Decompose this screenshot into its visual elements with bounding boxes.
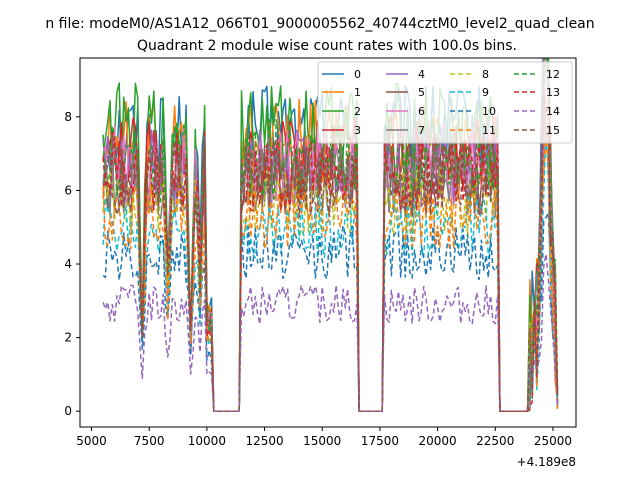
series-line-11	[102, 135, 559, 412]
y-tick-label: 2	[64, 331, 72, 345]
legend-label-2: 2	[354, 105, 361, 118]
x-axis: 5000 7500 10000 12500 15000 17500 20000 22500 25…	[76, 427, 572, 448]
legend-label-14: 14	[546, 105, 560, 118]
x-tick-label: 15000	[303, 434, 341, 448]
series-line-8	[102, 127, 559, 412]
legend-label-9: 9	[482, 86, 489, 99]
chart-title: Quadrant 2 module wise count rates with …	[137, 38, 517, 54]
legend-label-4: 4	[418, 68, 425, 81]
x-tick-label: 5000	[76, 434, 107, 448]
figure-suptitle: n file: modeM0/AS1A12_066T01_9000005562_…	[45, 16, 594, 32]
series-line-13	[102, 95, 559, 412]
series-line-6	[102, 58, 559, 412]
y-tick-label: 0	[64, 404, 72, 418]
series-line-9	[102, 127, 559, 412]
legend-label-1: 1	[354, 86, 361, 99]
x-tick-label: 7500	[134, 434, 165, 448]
legend-label-11: 11	[482, 124, 496, 137]
legend-label-3: 3	[354, 124, 361, 137]
legend-label-13: 13	[546, 86, 560, 99]
legend-label-8: 8	[482, 68, 489, 81]
y-tick-label: 8	[64, 110, 72, 124]
legend-label-5: 5	[418, 86, 425, 99]
x-tick-label: 25000	[534, 434, 572, 448]
x-tick-label: 10000	[188, 434, 226, 448]
x-tick-label: 22500	[476, 434, 514, 448]
series-line-15	[102, 87, 559, 412]
y-tick-label: 6	[64, 183, 72, 197]
x-offset-label: +4.189e8	[517, 455, 576, 469]
legend-box	[317, 61, 573, 144]
axes-frame	[79, 57, 577, 428]
legend-label-6: 6	[418, 105, 425, 118]
y-tick-label: 4	[64, 257, 72, 271]
legend-label-12: 12	[546, 68, 560, 81]
legend-label-10: 10	[482, 105, 496, 118]
legend-label-0: 0	[354, 68, 361, 81]
x-tick-label: 17500	[361, 434, 399, 448]
legend-label-7: 7	[418, 124, 425, 137]
legend-label-15: 15	[546, 124, 560, 137]
x-tick-label: 12500	[245, 434, 283, 448]
x-tick-label: 20000	[418, 434, 456, 448]
y-axis: 0 2 4 6 8	[64, 110, 80, 418]
